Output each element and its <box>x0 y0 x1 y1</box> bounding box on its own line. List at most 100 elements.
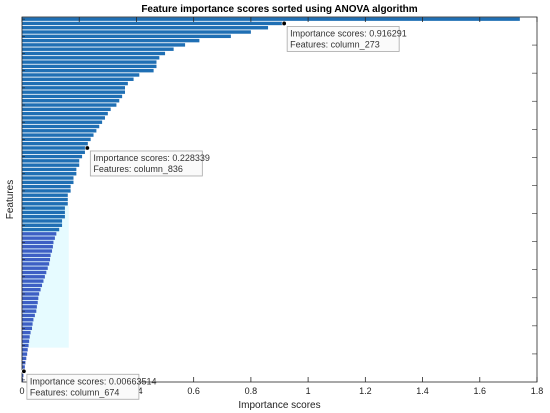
feature-bar[interactable] <box>22 352 28 356</box>
feature-bar[interactable] <box>22 279 44 283</box>
y-axis-label: Features <box>5 180 16 219</box>
feature-bar[interactable] <box>22 202 68 206</box>
datatip-score-text: Importance scores: 0.00663514 <box>30 376 157 386</box>
feature-bar[interactable] <box>22 56 160 60</box>
feature-bar[interactable] <box>22 94 123 99</box>
feature-bar[interactable] <box>22 356 27 361</box>
feature-bar[interactable] <box>22 240 54 245</box>
feature-bar[interactable] <box>22 43 186 47</box>
feature-bar[interactable] <box>22 343 29 348</box>
feature-bar[interactable] <box>22 300 38 305</box>
feature-bar[interactable] <box>22 163 80 167</box>
feature-bar[interactable] <box>22 245 53 249</box>
datatip-score-text: Importance scores: 0.228339 <box>93 153 210 163</box>
datatip-score-text: Importance scores: 0.916291 <box>290 28 407 38</box>
feature-bar[interactable] <box>22 34 231 39</box>
feature-bar[interactable] <box>22 219 63 223</box>
datatip-marker[interactable] <box>21 368 27 374</box>
feature-bar[interactable] <box>22 266 48 270</box>
feature-bar[interactable] <box>22 176 74 180</box>
feature-bar[interactable] <box>22 86 125 90</box>
x-tick-label: 0.8 <box>245 386 258 396</box>
feature-bar[interactable] <box>22 184 71 189</box>
feature-bar[interactable] <box>22 103 117 107</box>
feature-bar[interactable] <box>22 348 28 352</box>
feature-bar[interactable] <box>22 296 39 300</box>
x-axis-label: Importance scores <box>238 400 320 411</box>
feature-bar[interactable] <box>22 133 94 137</box>
feature-bar[interactable] <box>22 339 30 343</box>
feature-bar[interactable] <box>22 236 55 240</box>
feature-bar[interactable] <box>22 99 120 103</box>
feature-bar[interactable] <box>22 107 111 112</box>
datatip-marker[interactable] <box>281 20 287 26</box>
datatip-marker[interactable] <box>84 145 90 151</box>
feature-bar[interactable] <box>22 116 105 120</box>
feature-bar[interactable] <box>22 189 71 193</box>
feature-bar[interactable] <box>22 146 88 150</box>
feature-bar[interactable] <box>22 150 85 154</box>
feature-bar[interactable] <box>22 60 157 64</box>
feature-bar[interactable] <box>22 322 33 326</box>
feature-bar[interactable] <box>22 111 108 116</box>
feature-bar[interactable] <box>22 262 50 266</box>
x-tick-label: 1.4 <box>416 386 429 396</box>
feature-bar[interactable] <box>22 137 91 142</box>
feature-bar[interactable] <box>22 283 43 288</box>
feature-bar[interactable] <box>22 197 68 202</box>
feature-bar[interactable] <box>22 17 520 21</box>
feature-bar[interactable] <box>22 309 37 313</box>
feature-bar[interactable] <box>22 373 24 378</box>
feature-bar[interactable] <box>22 206 65 210</box>
feature-bar[interactable] <box>22 270 47 275</box>
feature-bar[interactable] <box>22 365 25 369</box>
feature-bar[interactable] <box>22 326 33 331</box>
feature-bar[interactable] <box>22 51 166 56</box>
feature-bar[interactable] <box>22 159 80 163</box>
feature-bar[interactable] <box>22 253 51 258</box>
feature-bar[interactable] <box>22 210 65 215</box>
feature-bar[interactable] <box>22 141 88 146</box>
feature-bar[interactable] <box>22 26 269 30</box>
y-axis-ticks <box>22 18 537 381</box>
feature-bar[interactable] <box>22 232 57 236</box>
feature-bar[interactable] <box>22 73 140 77</box>
feature-bar[interactable] <box>22 193 68 197</box>
feature-bar[interactable] <box>22 227 60 232</box>
feature-bar[interactable] <box>22 292 40 296</box>
feature-bar[interactable] <box>22 124 100 129</box>
feature-bar[interactable] <box>22 77 134 81</box>
feature-bar[interactable] <box>22 257 51 262</box>
feature-bar[interactable] <box>22 47 174 51</box>
feature-bar[interactable] <box>22 172 77 176</box>
feature-bar[interactable] <box>22 129 97 133</box>
feature-bar[interactable] <box>22 167 77 172</box>
feature-bar[interactable] <box>22 223 63 227</box>
feature-bar[interactable] <box>22 21 285 26</box>
feature-bar[interactable] <box>22 305 37 309</box>
feature-bar[interactable] <box>22 313 35 318</box>
datatip-feature-text: Features: column_273 <box>290 39 380 49</box>
feature-bar[interactable] <box>22 90 125 94</box>
datatip-box <box>89 150 203 177</box>
feature-bar[interactable] <box>22 81 128 86</box>
feature-bar[interactable] <box>22 287 41 292</box>
feature-bar[interactable] <box>22 68 154 73</box>
feature-bar[interactable] <box>22 120 103 124</box>
feature-bar[interactable] <box>22 214 65 219</box>
feature-bar[interactable] <box>22 330 31 335</box>
datatip-box <box>26 373 140 400</box>
feature-bar[interactable] <box>22 275 45 279</box>
feature-bar[interactable] <box>22 335 30 339</box>
feature-bar[interactable] <box>22 30 251 34</box>
feature-bar[interactable] <box>22 64 157 69</box>
feature-bar[interactable] <box>22 249 53 253</box>
feature-bar[interactable] <box>22 180 74 185</box>
feature-bar[interactable] <box>22 38 200 43</box>
feature-bar[interactable] <box>22 318 34 322</box>
feature-bar[interactable] <box>22 154 83 159</box>
